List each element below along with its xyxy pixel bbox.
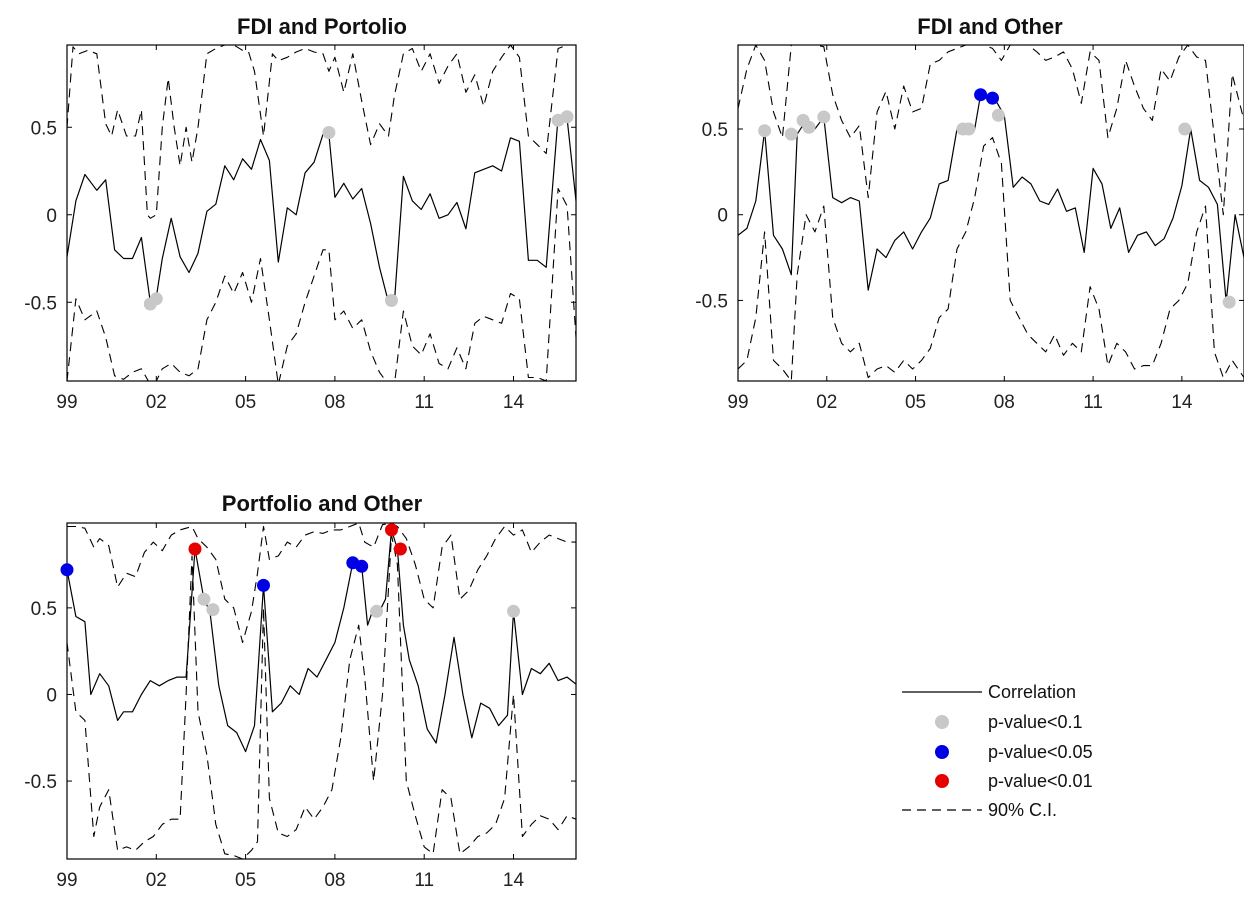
x-tick-label: 14: [503, 870, 525, 891]
y-tick-label: 0: [46, 206, 57, 227]
legend-label-p-0-1: p-value<0.1: [988, 712, 1083, 732]
marker-p-value-0-1: [817, 110, 831, 124]
ci-line-2: [738, 137, 1244, 381]
x-tick-label: 11: [414, 392, 434, 413]
panel-fdi-and-other: FDI and Other 99 02 05 08 11 14 -0.5 0 0.5: [695, 14, 1244, 413]
ci-line-1: [67, 523, 576, 644]
marker-p-value-0-05: [986, 91, 999, 105]
panel-title: FDI and Other: [917, 14, 1063, 39]
plot-area: [66, 522, 577, 860]
legend-label-p-0-05: p-value<0.05: [988, 742, 1093, 762]
x-tick-label: 11: [1083, 392, 1103, 413]
marker-p-value-0-1: [560, 110, 574, 124]
marker-p-value-0-1: [206, 603, 220, 617]
marker-p-value-0-1: [322, 126, 336, 139]
plot-area: [66, 44, 577, 382]
marker-p-value-0-05: [60, 563, 74, 577]
x-tick-label: 08: [994, 392, 1015, 413]
y-tick-label: 0: [46, 685, 57, 706]
panel-fdi-and-portfolio: FDI and Portolio 99 02 05 08 11 14 -0.5 0 0.5: [24, 14, 577, 413]
y-tick-label: 0.5: [702, 120, 728, 141]
marker-p-value-0-01: [385, 523, 398, 537]
legend-label-correlation: Correlation: [988, 682, 1076, 702]
marker-p-value-0-1: [802, 120, 816, 134]
x-tick-label: 05: [905, 392, 926, 413]
correlation-line-0: [67, 529, 576, 753]
x-tick-label: 02: [146, 392, 167, 413]
x-tick-label: 02: [816, 392, 837, 413]
legend-label-ci: 90% C.I.: [988, 800, 1057, 820]
legend: Correlation p-value<0.1 p-value<0.05 p-v…: [902, 682, 1093, 820]
x-tick-label: 08: [324, 870, 345, 891]
marker-p-value-0-01: [393, 542, 407, 556]
marker-p-value-0-1: [370, 604, 384, 618]
x-tick-label: 05: [235, 392, 256, 413]
ci-line-1: [738, 45, 1244, 216]
y-tick-label: 0.5: [31, 118, 57, 139]
marker-p-value-0-1: [385, 294, 398, 307]
x-tick-label: 99: [727, 392, 748, 413]
marker-p-value-0-1: [758, 124, 772, 138]
x-tick-label: 08: [324, 392, 345, 413]
marker-p-value-0-1: [1222, 295, 1236, 309]
ci-line-2: [67, 187, 576, 381]
panel-title: Portfolio and Other: [222, 491, 423, 516]
x-tick-label: 02: [146, 870, 167, 891]
ci-line-2: [67, 534, 576, 859]
marker-p-value-0-05: [257, 578, 270, 592]
legend-swatch-p-0-1: [935, 715, 949, 729]
panel-portfolio-and-other: Portfolio and Other 99 02 05 08 11 14 -0.5 0 0.5: [24, 491, 577, 891]
legend-swatch-p-0-05: [935, 745, 949, 759]
marker-p-value-0-05: [355, 559, 369, 573]
ci-line-1: [67, 45, 576, 219]
marker-p-value-0-1: [962, 122, 976, 136]
x-tick-label: 14: [503, 392, 525, 413]
marker-p-value-0-05: [974, 88, 988, 102]
y-tick-label: 0.5: [31, 599, 57, 620]
y-tick-label: 0: [717, 206, 728, 227]
legend-swatch-p-0-01: [935, 774, 949, 788]
marker-p-value-0-1: [149, 292, 163, 306]
y-tick-label: -0.5: [24, 772, 57, 793]
x-tick-label: 99: [56, 870, 77, 891]
marker-p-value-0-1: [1178, 122, 1192, 136]
x-tick-label: 11: [414, 870, 434, 891]
marker-p-value-0-1: [507, 604, 520, 618]
marker-p-value-0-1: [197, 592, 211, 606]
y-tick-label: -0.5: [695, 291, 728, 312]
marker-p-value-0-1: [784, 127, 798, 141]
y-tick-label: -0.5: [24, 293, 57, 314]
legend-label-p-0-01: p-value<0.01: [988, 771, 1093, 791]
x-tick-label: 05: [235, 870, 256, 891]
marker-p-value-0-1: [991, 108, 1005, 122]
x-tick-label: 99: [56, 392, 77, 413]
panel-title: FDI and Portolio: [237, 14, 407, 39]
plot-area: [737, 44, 1244, 382]
marker-p-value-0-01: [188, 542, 202, 556]
x-tick-label: 14: [1171, 392, 1193, 413]
